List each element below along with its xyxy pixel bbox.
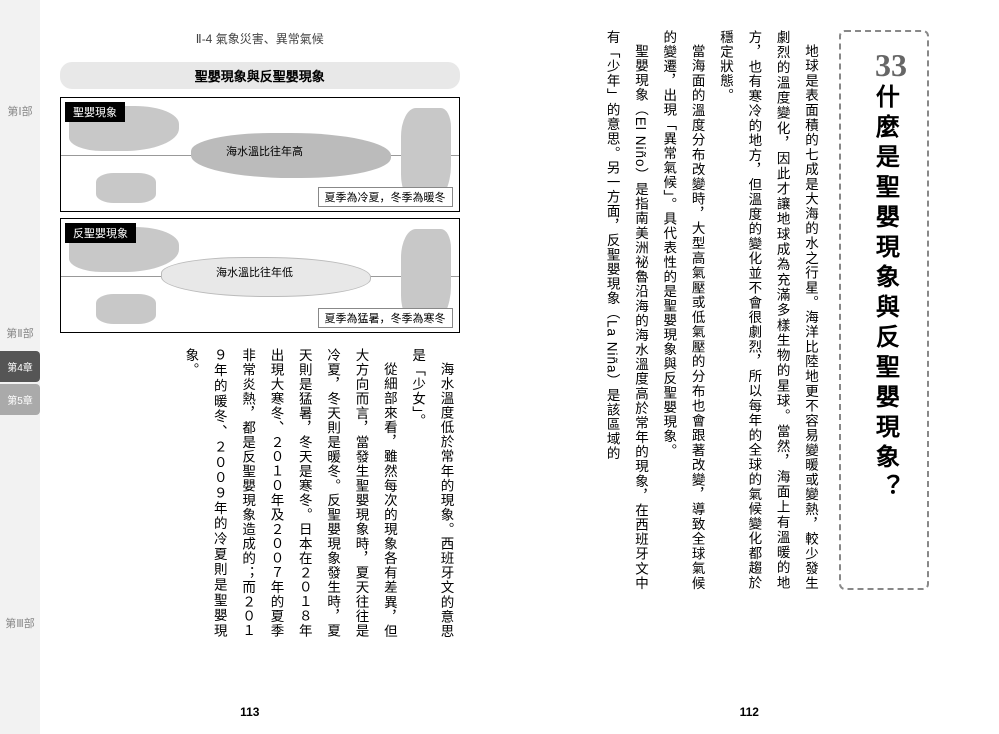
paragraph: 從細部來看，雖然每次的現象各有差異，但大方向而言，當發生聖嬰現象時，夏天往往是冷… [176, 348, 403, 638]
map-la-nina: 反聖嬰現象 海水溫比往年低 夏季為猛暑，冬季為寒冬 [60, 218, 460, 333]
paragraph: 當海面的溫度分布改變時，大型高氣壓或低氣壓的分布也會跟著改變，導致全球氣候的變遷… [654, 30, 711, 590]
sidebar-item: 第Ⅰ部 [0, 95, 40, 127]
section-number: 33 [875, 47, 907, 84]
sidebar-item: 第Ⅱ部 [0, 317, 40, 349]
map-text: 海水溫比往年低 [216, 264, 293, 280]
map-caption: 夏季為猛暑，冬季為寒冬 [318, 308, 453, 328]
diagram-title: 聖嬰現象與反聖嬰現象 [60, 62, 460, 89]
land-australia [96, 294, 156, 324]
page-right: 33 什麼是聖嬰現象與反聖嬰現象？ 地球是表面積的七成是大海的水之行星。海洋比陸… [500, 0, 999, 734]
sidebar: 第Ⅰ部 第Ⅱ部 第4章 第5章 第Ⅲ部 [0, 0, 40, 734]
chapter-header: Ⅱ-4 氣象災害、異常氣候 [60, 30, 460, 47]
map-caption: 夏季為冷夏，冬季為暖冬 [318, 187, 453, 207]
page-left: 第Ⅰ部 第Ⅱ部 第4章 第5章 第Ⅲ部 Ⅱ-4 氣象災害、異常氣候 聖嬰現象與反… [0, 0, 500, 734]
page-number: 112 [740, 705, 759, 719]
paragraph: 海水溫度低於常年的現象。西班牙文的意思是「少女」。 [403, 348, 460, 638]
body-text-left: 海水溫度低於常年的現象。西班牙文的意思是「少女」。 從細部來看，雖然每次的現象各… [176, 348, 459, 638]
diagram-section: 聖嬰現象與反聖嬰現象 聖嬰現象 海水溫比往年高 夏季為冷夏，冬季為暖冬 反聖嬰現… [60, 62, 460, 333]
land-australia [96, 173, 156, 203]
page-number: 113 [240, 705, 259, 719]
map-text: 海水溫比往年高 [226, 143, 303, 159]
sidebar-item: 第5章 [0, 384, 40, 415]
map-label: 反聖嬰現象 [65, 223, 136, 243]
section-title: 什麼是聖嬰現象與反聖嬰現象？ [865, 84, 903, 504]
map-el-nino: 聖嬰現象 海水溫比往年高 夏季為冷夏，冬季為暖冬 [60, 97, 460, 212]
sidebar-item: 第4章 [0, 351, 40, 382]
paragraph: 地球是表面積的七成是大海的水之行星。海洋比陸地更不容易變暖或變熱，較少發生劇烈的… [711, 30, 824, 590]
paragraph: 聖嬰現象（El Niño）是指南美洲祕魯沿海的海水溫度高於常年的現象，在西班牙文… [597, 30, 654, 590]
section-title-box: 33 什麼是聖嬰現象與反聖嬰現象？ [839, 30, 929, 590]
sidebar-item: 第Ⅲ部 [0, 607, 40, 639]
map-label: 聖嬰現象 [65, 102, 125, 122]
body-text-right: 地球是表面積的七成是大海的水之行星。海洋比陸地更不容易變暖或變熱，較少發生劇烈的… [597, 30, 824, 590]
